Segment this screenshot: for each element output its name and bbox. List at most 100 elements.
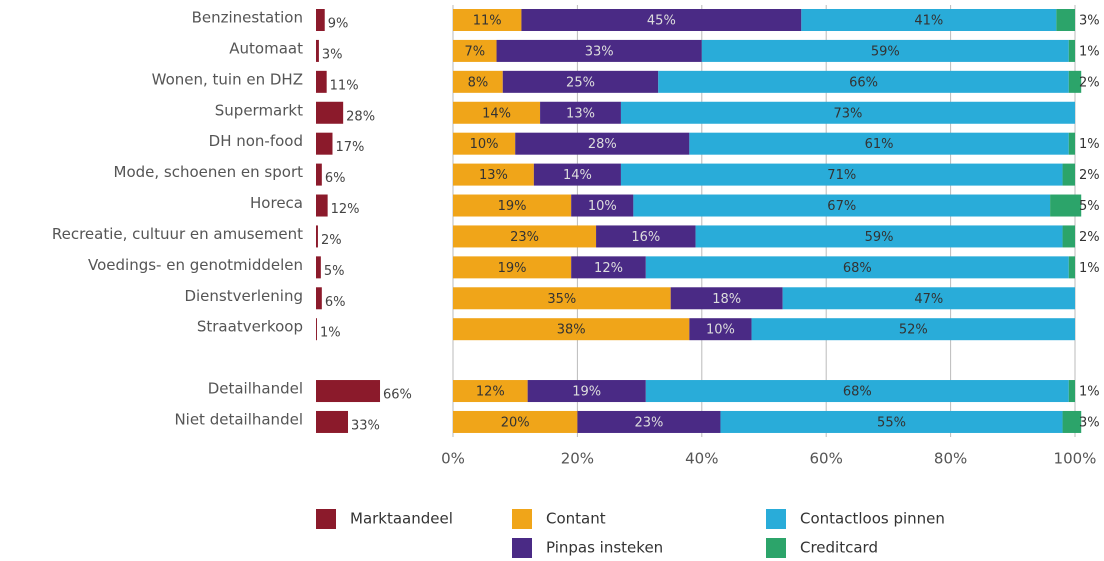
value-label: 66%	[849, 75, 878, 90]
segment	[620, 163, 1063, 186]
value-label: 3%	[1079, 14, 1100, 29]
value-label: 6%	[325, 295, 346, 310]
segment	[453, 101, 541, 124]
value-label: 1%	[1079, 261, 1100, 276]
value-label: 3%	[322, 47, 343, 62]
value-label: 12%	[594, 261, 623, 276]
share-bar	[316, 225, 318, 248]
segment	[453, 380, 528, 403]
x-tick-label: 100%	[1054, 450, 1097, 468]
value-label: 12%	[476, 385, 505, 400]
segment	[453, 70, 503, 93]
segment	[453, 9, 522, 31]
category-label: Niet detailhandel	[174, 410, 303, 428]
share-bar	[316, 194, 328, 217]
value-label: 16%	[631, 230, 660, 245]
value-label: 1%	[1079, 137, 1100, 152]
value-label: 13%	[479, 168, 508, 183]
value-label: 19%	[498, 261, 527, 276]
segment	[453, 194, 572, 217]
segment	[453, 132, 516, 155]
segment	[453, 410, 578, 433]
value-label: 33%	[351, 418, 380, 433]
segment	[571, 194, 634, 217]
x-tick-label: 20%	[561, 450, 594, 468]
segment	[1068, 132, 1075, 155]
segment	[527, 380, 646, 403]
value-label: 19%	[498, 199, 527, 214]
legend-label: Creditcard	[800, 539, 878, 557]
segment	[701, 39, 1069, 62]
value-label: 68%	[843, 261, 872, 276]
category-label: Recreatie, cultuur en amusement	[52, 225, 303, 243]
segment	[801, 9, 1057, 31]
value-label: 28%	[346, 109, 375, 124]
category-label: Benzinestation	[192, 9, 303, 27]
value-label: 14%	[482, 106, 511, 121]
value-label: 10%	[470, 137, 499, 152]
value-label: 19%	[572, 385, 601, 400]
value-label: 1%	[1079, 385, 1100, 400]
segment	[453, 256, 572, 279]
share-bar	[316, 101, 344, 124]
segment	[645, 256, 1069, 279]
share-bar	[316, 39, 319, 62]
x-tick-label: 60%	[810, 450, 843, 468]
segment	[515, 132, 690, 155]
value-label: 28%	[588, 137, 617, 152]
value-label: 2%	[1079, 168, 1100, 183]
value-label: 20%	[501, 415, 530, 430]
category-label: Automaat	[229, 39, 303, 57]
segment	[1056, 9, 1075, 31]
segment	[453, 39, 497, 62]
category-label: Horeca	[250, 194, 303, 212]
x-tick-label: 40%	[685, 450, 718, 468]
value-label: 33%	[585, 44, 614, 59]
segment	[720, 410, 1063, 433]
segment	[571, 256, 646, 279]
segment	[1068, 39, 1075, 62]
value-label: 41%	[914, 14, 943, 29]
value-label: 61%	[865, 137, 894, 152]
value-label: 18%	[712, 292, 741, 307]
value-label: 25%	[566, 75, 595, 90]
category-label: Mode, schoenen en sport	[114, 163, 304, 181]
value-label: 66%	[383, 388, 412, 403]
value-label: 1%	[1079, 44, 1100, 59]
value-label: 45%	[647, 14, 676, 29]
category-label: Wonen, tuin en DHZ	[152, 70, 303, 88]
segment	[496, 39, 702, 62]
segment	[596, 225, 696, 248]
segment	[453, 225, 597, 248]
segment	[502, 70, 659, 93]
share-bar	[316, 318, 317, 341]
value-label: 55%	[877, 415, 906, 430]
legend-label: Marktaandeel	[350, 510, 453, 528]
segment	[689, 132, 1069, 155]
value-label: 52%	[899, 323, 928, 338]
category-label: Dienstverlening	[184, 287, 303, 305]
segment	[453, 163, 534, 186]
value-label: 7%	[464, 44, 485, 59]
value-label: 67%	[827, 199, 856, 214]
segment	[658, 70, 1069, 93]
legend-swatch	[512, 509, 532, 529]
value-label: 9%	[328, 17, 349, 32]
segment	[453, 287, 671, 310]
segment	[1062, 410, 1082, 433]
value-label: 1%	[320, 326, 341, 341]
segment	[1068, 256, 1075, 279]
value-label: 12%	[331, 202, 360, 217]
value-label: 6%	[325, 171, 346, 186]
share-bar	[316, 163, 322, 186]
value-label: 2%	[1079, 75, 1100, 90]
segment	[633, 194, 1051, 217]
segment	[540, 101, 621, 124]
value-label: 59%	[871, 44, 900, 59]
legend-label: Pinpas insteken	[546, 539, 663, 557]
segment	[645, 380, 1069, 403]
segment	[1062, 225, 1075, 248]
value-label: 38%	[557, 323, 586, 338]
x-tick-label: 80%	[934, 450, 967, 468]
